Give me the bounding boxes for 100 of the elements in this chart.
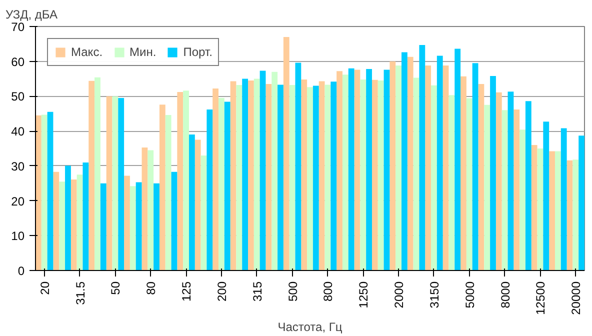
legend-label: Порт.	[183, 45, 212, 59]
bar	[525, 101, 532, 270]
bar	[100, 183, 106, 270]
bar	[112, 96, 118, 270]
bar	[272, 72, 278, 270]
bar	[442, 66, 449, 270]
bar	[165, 115, 172, 270]
x-tick-label: 125	[180, 281, 194, 302]
x-tick-label: 12500	[534, 281, 548, 315]
bar	[154, 183, 160, 270]
x-tick-label: 2000	[392, 281, 406, 308]
bar	[431, 85, 437, 270]
bar	[289, 85, 296, 270]
bar	[70, 180, 77, 270]
bar	[348, 68, 354, 270]
x-tick-label: 5000	[462, 281, 477, 308]
bar	[330, 82, 337, 270]
bar	[212, 88, 218, 270]
bar	[41, 114, 48, 270]
bar	[206, 109, 213, 270]
bar	[59, 182, 66, 270]
bar	[566, 160, 573, 270]
bar	[106, 96, 112, 270]
bar	[384, 70, 390, 270]
bar	[136, 182, 142, 270]
x-tick-label: 800	[321, 281, 336, 302]
bar	[572, 160, 579, 270]
bar	[478, 84, 484, 270]
x-tick-label: 3150	[427, 281, 442, 308]
y-tick-label: 60	[11, 54, 25, 69]
bar	[118, 98, 124, 270]
bar	[242, 78, 248, 270]
x-tick-label: 500	[286, 281, 300, 302]
bar	[94, 77, 100, 270]
bar	[396, 66, 402, 270]
legend-label: Мин.	[130, 45, 156, 59]
legend-label: Макс.	[71, 45, 103, 59]
bar	[171, 172, 178, 270]
bar	[342, 74, 348, 270]
x-tick-label: 200	[214, 281, 229, 302]
bar	[336, 71, 342, 270]
bar	[301, 79, 308, 270]
bar	[318, 81, 325, 270]
x-tick-label: 1250	[356, 281, 371, 308]
bar	[454, 48, 461, 270]
bar	[142, 147, 148, 270]
bar	[148, 150, 154, 270]
bar	[472, 63, 478, 270]
bar	[531, 145, 538, 270]
bar	[248, 80, 254, 270]
bar	[354, 70, 360, 270]
bar	[490, 76, 496, 270]
bar	[390, 61, 396, 270]
bar	[324, 84, 331, 270]
x-tick-label: 50	[108, 281, 123, 295]
bar	[543, 122, 550, 270]
x-tick-label: 31.5	[73, 281, 88, 305]
bar	[496, 92, 502, 270]
bar	[295, 62, 302, 270]
bar	[82, 162, 89, 270]
bar	[484, 104, 490, 270]
bar	[47, 112, 54, 270]
y-axis-title: УЗД, дБА	[6, 8, 58, 22]
bar	[183, 90, 189, 270]
x-tick-label: 20	[38, 281, 52, 295]
bar	[236, 85, 242, 270]
bar	[76, 174, 83, 270]
bar	[260, 70, 266, 270]
bar	[402, 52, 408, 270]
bar	[159, 104, 166, 270]
bar	[177, 92, 184, 270]
bar	[460, 76, 466, 270]
bar	[514, 109, 520, 270]
bar	[307, 87, 313, 270]
bar	[413, 78, 420, 270]
y-tick-label: 50	[11, 90, 25, 104]
y-tick-label: 30	[11, 159, 25, 174]
bar	[520, 130, 526, 270]
bar	[88, 80, 95, 270]
x-tick-label: 8000	[498, 281, 512, 308]
x-tick-label: 315	[250, 281, 264, 302]
bar	[448, 95, 455, 270]
x-tick-label: 80	[144, 281, 158, 295]
bar	[200, 155, 207, 270]
x-tick-label: 20000	[569, 281, 584, 315]
bar	[407, 56, 414, 270]
bar	[578, 136, 584, 270]
bar	[65, 166, 71, 270]
bar	[124, 176, 130, 270]
bar	[130, 186, 136, 270]
bar	[53, 172, 60, 270]
bar	[230, 81, 236, 270]
bar	[188, 134, 195, 270]
bar	[436, 56, 443, 270]
bar	[378, 80, 384, 270]
y-tick-label: 20	[11, 194, 25, 208]
bar	[360, 79, 366, 270]
bar	[224, 102, 230, 270]
bar	[537, 148, 544, 270]
y-tick-label: 0	[18, 264, 25, 278]
